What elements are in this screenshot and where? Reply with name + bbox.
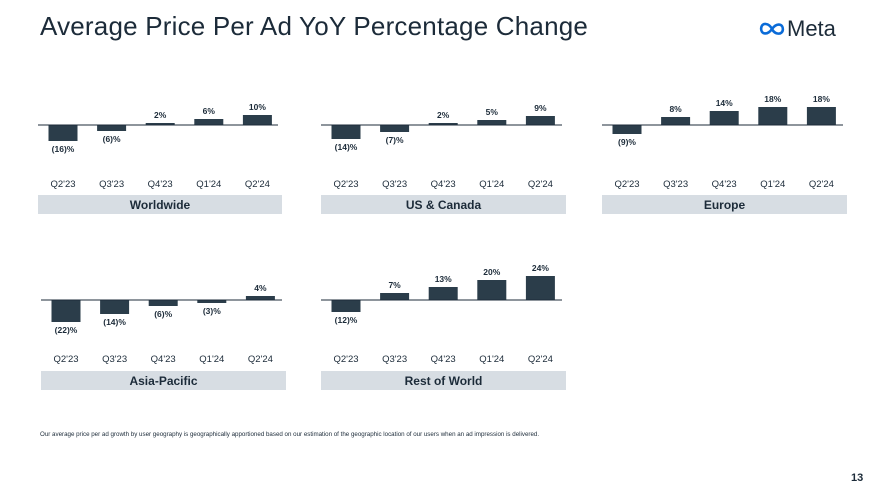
europe-data-label: 18% — [764, 94, 781, 104]
europe-bar — [612, 125, 642, 134]
europe-data-label: 18% — [813, 94, 830, 104]
page-number: 13 — [851, 472, 864, 484]
meta-logo-text: Meta — [787, 16, 836, 41]
worldwide-tick-label: Q1'24 — [196, 179, 221, 190]
footnote: Our average price per ad growth by user … — [40, 431, 540, 438]
europe-data-label: (9)% — [618, 137, 636, 147]
worldwide-data-label: (16)% — [52, 144, 75, 154]
us-canada-tick-label: Q4'23 — [431, 179, 456, 190]
asia-pacific-bar — [197, 300, 227, 303]
asia-pacific-tick-label: Q2'24 — [248, 354, 273, 365]
asia-pacific-data-label: (3)% — [203, 306, 221, 316]
europe-tick-label: Q3'23 — [663, 179, 688, 190]
us-canada-bar — [380, 125, 410, 132]
asia-pacific-chart-title: Asia-Pacific — [129, 374, 197, 388]
rest-of-world-bar — [380, 293, 410, 300]
asia-pacific-tick-label: Q3'23 — [102, 354, 127, 365]
us-canada-tick-label: Q1'24 — [479, 179, 504, 190]
rest-of-world-data-label: 7% — [388, 280, 401, 290]
europe-data-label: 14% — [716, 98, 733, 108]
asia-pacific-bar — [51, 300, 81, 322]
asia-pacific-tick-label: Q2'23 — [53, 354, 78, 365]
meta-logo: Meta — [759, 16, 836, 42]
worldwide-bar — [48, 125, 78, 141]
europe-tick-label: Q2'23 — [614, 179, 639, 190]
asia-pacific-title-band — [41, 371, 286, 390]
worldwide-title-band — [38, 195, 282, 214]
us-canada-bar — [428, 123, 458, 125]
page-title: Average Price Per Ad YoY Percentage Chan… — [40, 11, 589, 41]
rest-of-world-tick-label: Q1'24 — [479, 354, 504, 365]
europe-bar — [758, 107, 788, 125]
asia-pacific-data-label: (22)% — [55, 325, 78, 335]
rest-of-world-tick-label: Q2'24 — [528, 354, 553, 365]
us-canada-data-label: (14)% — [335, 142, 358, 152]
europe-tick-label: Q1'24 — [760, 179, 785, 190]
us-canada-data-label: 2% — [437, 110, 450, 120]
rest-of-world-data-label: (12)% — [335, 315, 358, 325]
worldwide-chart-title: Worldwide — [130, 198, 191, 212]
us-canada-bar — [331, 125, 361, 139]
europe-bar — [661, 117, 691, 125]
us-canada-tick-label: Q2'24 — [528, 179, 553, 190]
rest-of-world-title-band — [321, 371, 566, 390]
worldwide-data-label: 6% — [203, 106, 216, 116]
europe-bar — [709, 111, 739, 125]
worldwide-bar — [242, 115, 272, 125]
worldwide-data-label: 10% — [249, 102, 266, 112]
europe-tick-label: Q4'23 — [712, 179, 737, 190]
asia-pacific-data-label: 4% — [254, 283, 267, 293]
worldwide-bar — [97, 125, 127, 131]
worldwide-tick-label: Q2'23 — [50, 179, 75, 190]
rest-of-world-bar — [525, 276, 555, 300]
europe-tick-label: Q2'24 — [809, 179, 834, 190]
meta-infinity-icon — [759, 22, 785, 35]
us-canada-chart-title: US & Canada — [406, 198, 482, 212]
rest-of-world-data-label: 24% — [532, 263, 549, 273]
rest-of-world-tick-label: Q4'23 — [431, 354, 456, 365]
us-canada-data-label: 9% — [534, 103, 547, 113]
us-canada-data-label: 5% — [486, 107, 499, 117]
rest-of-world-bar — [428, 287, 458, 300]
europe-data-label: 8% — [669, 104, 682, 114]
asia-pacific-bar — [245, 296, 275, 300]
europe-bar — [806, 107, 836, 125]
rest-of-world-chart-title: Rest of World — [405, 374, 483, 388]
worldwide-data-label: 2% — [154, 110, 167, 120]
asia-pacific-bar — [148, 300, 178, 306]
asia-pacific-tick-label: Q4'23 — [151, 354, 176, 365]
rest-of-world-bar — [477, 280, 507, 300]
rest-of-world-data-label: 13% — [435, 274, 452, 284]
rest-of-world-bar — [331, 300, 361, 312]
asia-pacific-data-label: (6)% — [154, 309, 172, 319]
worldwide-data-label: (6)% — [103, 134, 121, 144]
us-canada-bar — [525, 116, 555, 125]
europe-chart-title: Europe — [704, 198, 746, 212]
worldwide-tick-label: Q3'23 — [99, 179, 124, 190]
rest-of-world-tick-label: Q2'23 — [333, 354, 358, 365]
asia-pacific-bar — [100, 300, 130, 314]
us-canada-bar — [477, 120, 507, 125]
us-canada-tick-label: Q2'23 — [333, 179, 358, 190]
rest-of-world-tick-label: Q3'23 — [382, 354, 407, 365]
asia-pacific-data-label: (14)% — [103, 317, 126, 327]
worldwide-tick-label: Q2'24 — [245, 179, 270, 190]
worldwide-bar — [194, 119, 224, 125]
rest-of-world-data-label: 20% — [483, 267, 500, 277]
worldwide-tick-label: Q4'23 — [148, 179, 173, 190]
asia-pacific-tick-label: Q1'24 — [199, 354, 224, 365]
us-canada-data-label: (7)% — [386, 135, 404, 145]
us-canada-title-band — [321, 195, 566, 214]
us-canada-tick-label: Q3'23 — [382, 179, 407, 190]
worldwide-bar — [145, 123, 175, 125]
europe-title-band — [602, 195, 847, 214]
